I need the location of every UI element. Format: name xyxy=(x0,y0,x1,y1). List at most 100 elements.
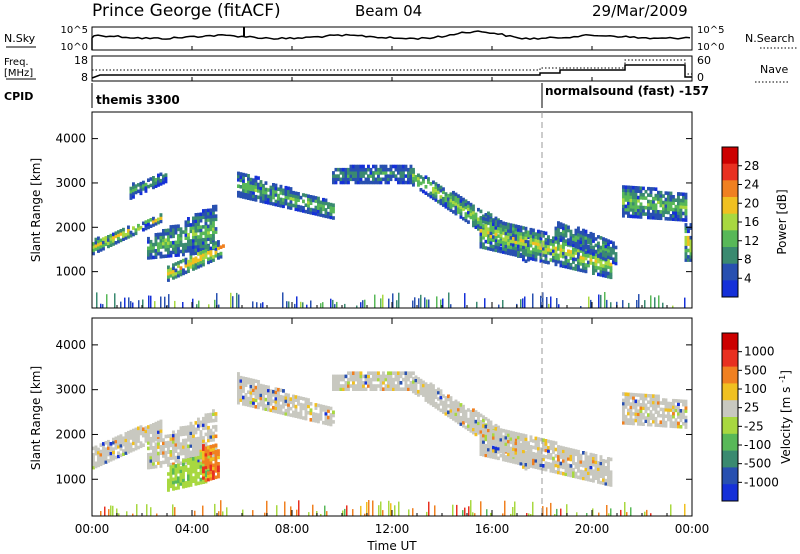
heatmap-cell xyxy=(177,227,180,232)
heatmap-cell xyxy=(602,243,605,248)
heatmap-cell xyxy=(254,194,258,199)
heatmap-cell xyxy=(632,195,635,200)
heatmap-cell xyxy=(239,191,243,195)
heatmap-cell xyxy=(642,209,645,213)
heatmap-cell xyxy=(424,382,428,386)
heatmap-cell xyxy=(547,446,550,450)
heatmap-cell xyxy=(134,443,138,448)
heatmap-cell xyxy=(259,186,263,191)
heatmap-cell xyxy=(262,196,265,201)
heatmap-cell xyxy=(599,252,603,256)
heatmap-cell xyxy=(502,231,505,235)
heatmap-cell xyxy=(454,195,458,200)
heatmap-cell xyxy=(332,413,335,418)
heatmap-cell xyxy=(167,254,170,258)
heatmap-cell xyxy=(237,384,240,389)
heatmap-cell xyxy=(202,447,205,451)
heatmap-cell xyxy=(157,433,160,438)
heatmap-cell xyxy=(207,471,210,475)
heatmap-cell xyxy=(582,265,585,270)
heatmap-cell xyxy=(644,406,648,411)
heatmap-cell xyxy=(167,463,170,467)
heatmap-cell xyxy=(249,184,253,188)
heatmap-cell xyxy=(474,432,478,437)
heatmap-cell xyxy=(434,389,438,393)
heatmap-cell xyxy=(482,216,485,221)
heatmap-cell xyxy=(414,175,418,179)
heatmap-cell xyxy=(147,425,150,429)
heatmap-cell xyxy=(472,204,475,209)
heatmap-cell xyxy=(207,474,210,479)
heatmap-cell xyxy=(379,387,383,391)
colorbar-tick-label: 4 xyxy=(744,271,752,285)
heatmap-cell xyxy=(117,451,120,455)
heatmap-cell xyxy=(639,415,643,420)
heatmap-cell xyxy=(394,174,398,178)
heatmap-cell xyxy=(288,301,290,308)
heatmap-cell xyxy=(532,234,535,239)
heatmap-cell xyxy=(682,198,685,203)
heatmap-cell xyxy=(189,248,193,253)
heatmap-cell xyxy=(638,294,640,308)
heatmap-cell xyxy=(394,167,398,172)
heatmap-cell xyxy=(407,167,410,172)
heatmap-cell xyxy=(464,416,468,420)
heatmap-cell xyxy=(179,475,183,480)
heatmap-cell xyxy=(559,254,563,258)
heatmap-cell xyxy=(667,417,670,422)
heatmap-cell xyxy=(368,500,370,516)
heatmap-cell xyxy=(637,393,640,397)
heatmap-cell xyxy=(642,406,645,410)
heatmap-cell xyxy=(154,458,158,462)
heatmap-cell xyxy=(154,445,158,450)
heatmap-cell xyxy=(204,240,208,245)
heatmap-cell xyxy=(522,465,525,469)
heatmap-cell xyxy=(117,445,120,449)
heatmap-cell xyxy=(247,180,250,184)
heatmap-cell xyxy=(582,269,585,273)
heatmap-cell xyxy=(184,428,188,433)
heatmap-cell xyxy=(589,258,593,262)
heatmap-cell xyxy=(597,235,600,239)
heatmap-cell xyxy=(557,461,560,465)
heatmap-cell xyxy=(684,245,688,250)
heatmap-cell xyxy=(524,236,528,240)
heatmap-cell xyxy=(362,387,365,391)
heatmap-cell xyxy=(422,380,425,385)
heatmap-cell xyxy=(272,189,275,193)
heatmap-cell xyxy=(172,504,174,516)
heatmap-cell xyxy=(514,441,518,446)
heatmap-cell xyxy=(172,234,175,239)
heatmap-cell xyxy=(489,432,493,436)
heatmap-cell xyxy=(624,191,628,196)
heatmap-cell xyxy=(197,436,200,441)
heatmap-cell xyxy=(477,411,480,416)
heatmap-cell xyxy=(152,455,155,460)
heatmap-cell xyxy=(579,268,583,273)
heatmap-cell xyxy=(152,446,155,450)
heatmap-cell xyxy=(284,501,286,516)
heatmap-cell xyxy=(192,427,195,432)
heatmap-cell xyxy=(664,424,668,428)
heatmap-cell xyxy=(129,449,133,453)
heatmap-cell xyxy=(567,225,570,230)
heatmap-cell xyxy=(582,238,585,242)
heatmap-cell xyxy=(464,212,468,216)
heatmap-cell xyxy=(637,186,640,190)
heatmap-cell xyxy=(454,409,458,413)
heatmap-cell xyxy=(392,171,395,175)
heatmap-cell xyxy=(586,513,588,516)
heatmap-cell xyxy=(399,174,403,178)
heatmap-cell xyxy=(244,402,248,407)
heatmap-cell xyxy=(212,447,215,452)
heatmap-cell xyxy=(624,392,628,396)
heatmap-cell xyxy=(662,200,665,205)
heatmap-cell xyxy=(644,397,648,401)
heatmap-cell xyxy=(579,242,583,247)
heatmap-cell xyxy=(479,449,483,453)
heatmap-cell xyxy=(599,236,603,240)
heatmap-cell xyxy=(380,298,382,308)
heatmap-cell xyxy=(142,183,145,188)
heatmap-cell xyxy=(539,259,543,263)
heatmap-cell xyxy=(622,300,624,308)
